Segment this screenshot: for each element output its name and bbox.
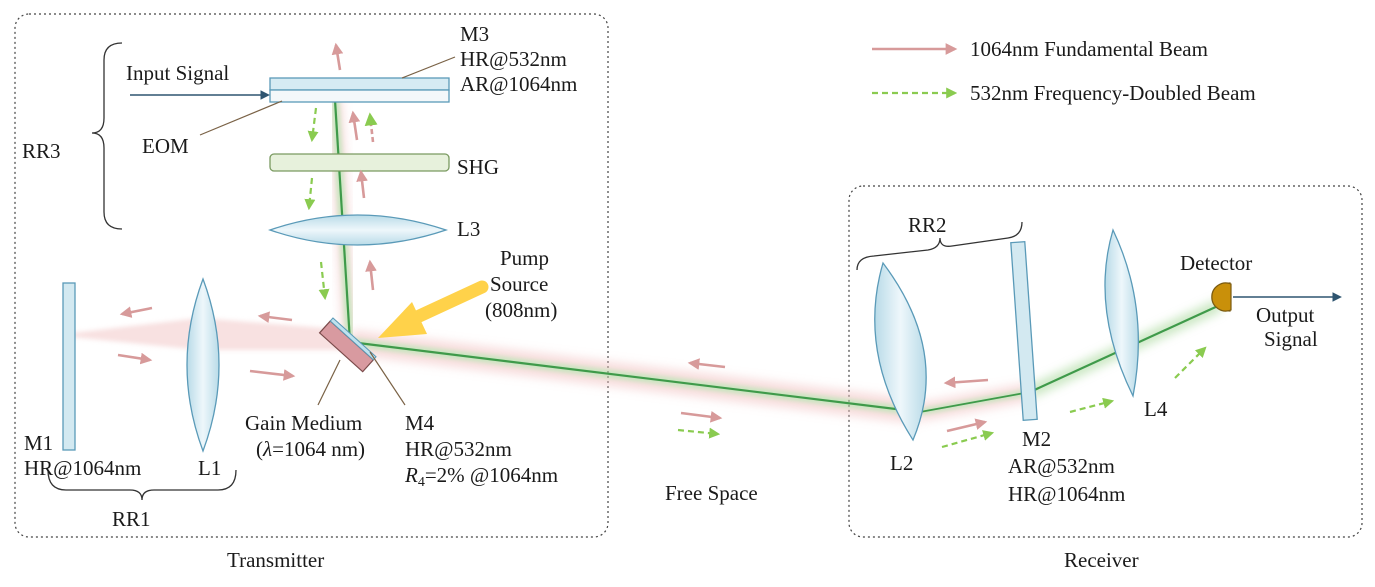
receiver-frame	[848, 185, 1363, 538]
m1-label: M1	[24, 431, 53, 455]
transmitter-frame	[14, 13, 609, 538]
output-signal-label-1: Output	[1256, 303, 1315, 327]
l2-label: L2	[890, 451, 913, 475]
transmitter-label: Transmitter	[227, 548, 324, 572]
pump-label-3: (808nm)	[485, 298, 557, 322]
receiver-label: Receiver	[1064, 548, 1139, 572]
rr2-brace	[856, 221, 1023, 271]
rr1-label: RR1	[112, 507, 151, 531]
receiver-arrows	[941, 346, 1207, 449]
m3-spec2: AR@1064nm	[460, 72, 577, 96]
labels: M3 HR@532nm AR@1064nm Input Signal RR3 E…	[22, 22, 1318, 572]
rr3-label: RR3	[22, 139, 61, 163]
m3-mirror	[269, 77, 450, 91]
rr1-brace	[47, 469, 237, 501]
m4-spec2: R4=2% @1064nm	[404, 463, 558, 490]
rr2-label: RR2	[908, 213, 947, 237]
legend: 1064nm Fundamental Beam 532nm Frequency-…	[872, 37, 1256, 105]
input-signal-label: Input Signal	[126, 61, 229, 85]
shg-crystal	[269, 153, 450, 172]
l3-lens	[268, 214, 449, 246]
gain-medium-label-2: (λ=1064 nm)	[256, 437, 365, 461]
eom-leader	[199, 100, 283, 136]
m3-spec1: HR@532nm	[460, 47, 567, 71]
pump-label-1: Pump	[500, 246, 549, 270]
transmitter-arrows	[117, 42, 378, 381]
m2-label: M2	[1022, 427, 1051, 451]
gain-medium-leader	[317, 359, 341, 406]
m2-mirror	[1010, 241, 1038, 421]
m4-label: M4	[405, 411, 435, 435]
eom-label: EOM	[142, 134, 189, 158]
free-space-arrows	[677, 358, 726, 439]
eom-modulator	[269, 89, 450, 103]
m4-spec1: HR@532nm	[405, 437, 512, 461]
l1-label: L1	[198, 456, 221, 480]
rr3-brace	[91, 42, 123, 230]
pump-arrow	[378, 280, 489, 338]
output-signal-label-2: Signal	[1264, 327, 1318, 351]
m1-spec: HR@1064nm	[24, 456, 141, 480]
l4-lens	[1104, 228, 1139, 399]
m2-spec1: AR@532nm	[1008, 454, 1115, 478]
beam-glow	[72, 99, 1223, 424]
l4-label: L4	[1144, 397, 1168, 421]
m4-gain-medium	[318, 317, 377, 373]
pump-label-2: Source	[490, 272, 548, 296]
m3-label: M3	[460, 22, 489, 46]
gain-medium-label-1: Gain Medium	[245, 411, 362, 435]
m2-spec2: HR@1064nm	[1008, 482, 1125, 506]
legend-fundamental-label: 1064nm Fundamental Beam	[970, 37, 1208, 61]
detector-label: Detector	[1180, 251, 1252, 275]
l2-lens	[874, 261, 927, 442]
l1-lens	[186, 277, 220, 453]
legend-doubled-label: 532nm Frequency-Doubled Beam	[970, 81, 1256, 105]
m4-leader	[369, 351, 406, 406]
m1-mirror	[62, 282, 76, 451]
free-space-label: Free Space	[665, 481, 758, 505]
m3-leader	[401, 56, 456, 79]
shg-label: SHG	[457, 155, 499, 179]
l3-label: L3	[457, 217, 480, 241]
detector-body	[1211, 282, 1232, 312]
